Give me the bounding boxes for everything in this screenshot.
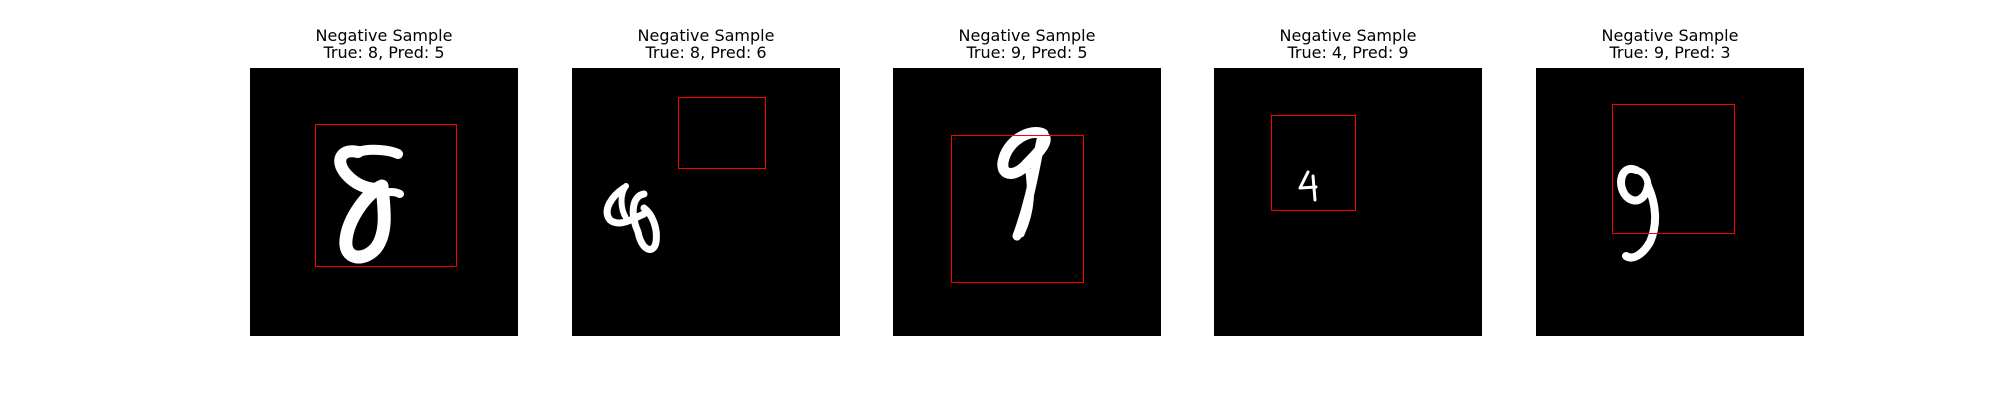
digit-8-icon <box>603 183 660 253</box>
digit-image <box>1536 68 1804 336</box>
digit-9-icon <box>997 127 1051 241</box>
sample-panel-4: Negative Sample True: 4, Pred: 9 <box>1214 0 1482 400</box>
panel-subtitle-line: True: 8, Pred: 6 <box>645 43 767 62</box>
digit-image <box>250 68 518 336</box>
panel-title: Negative Sample True: 8, Pred: 5 <box>220 27 548 61</box>
sample-panel-1: Negative Sample True: 8, Pred: 5 <box>250 0 518 400</box>
panel-title-line: Negative Sample <box>1279 26 1417 45</box>
sample-panel-5: Negative Sample True: 9, Pred: 3 <box>1536 0 1804 400</box>
panel-subtitle-line: True: 4, Pred: 9 <box>1287 43 1409 62</box>
bounding-box <box>678 97 766 169</box>
digit-9-icon <box>1617 164 1659 262</box>
panel-title: Negative Sample True: 4, Pred: 9 <box>1184 27 1512 61</box>
bounding-box <box>1271 115 1356 211</box>
panel-title: Negative Sample True: 9, Pred: 3 <box>1506 27 1834 61</box>
panel-title-line: Negative Sample <box>958 26 1096 45</box>
panel-title: Negative Sample True: 8, Pred: 6 <box>542 27 870 61</box>
sample-panel-3: Negative Sample True: 9, Pred: 5 <box>893 0 1161 400</box>
panel-title-line: Negative Sample <box>637 26 775 45</box>
bounding-box <box>315 124 457 267</box>
digit-8-icon <box>334 144 404 264</box>
bounding-box <box>1612 104 1735 234</box>
panel-title: Negative Sample True: 9, Pred: 5 <box>863 27 1191 61</box>
panel-subtitle-line: True: 9, Pred: 5 <box>966 43 1088 62</box>
panel-subtitle-line: True: 9, Pred: 3 <box>1609 43 1731 62</box>
digit-image <box>893 68 1161 336</box>
panel-title-line: Negative Sample <box>1601 26 1739 45</box>
digit-image <box>1214 68 1482 336</box>
panel-title-line: Negative Sample <box>315 26 453 45</box>
digit-4-icon <box>1298 170 1318 202</box>
bounding-box <box>951 135 1084 283</box>
panel-subtitle-line: True: 8, Pred: 5 <box>323 43 445 62</box>
sample-panel-2: Negative Sample True: 8, Pred: 6 <box>572 0 840 400</box>
digit-image <box>572 68 840 336</box>
